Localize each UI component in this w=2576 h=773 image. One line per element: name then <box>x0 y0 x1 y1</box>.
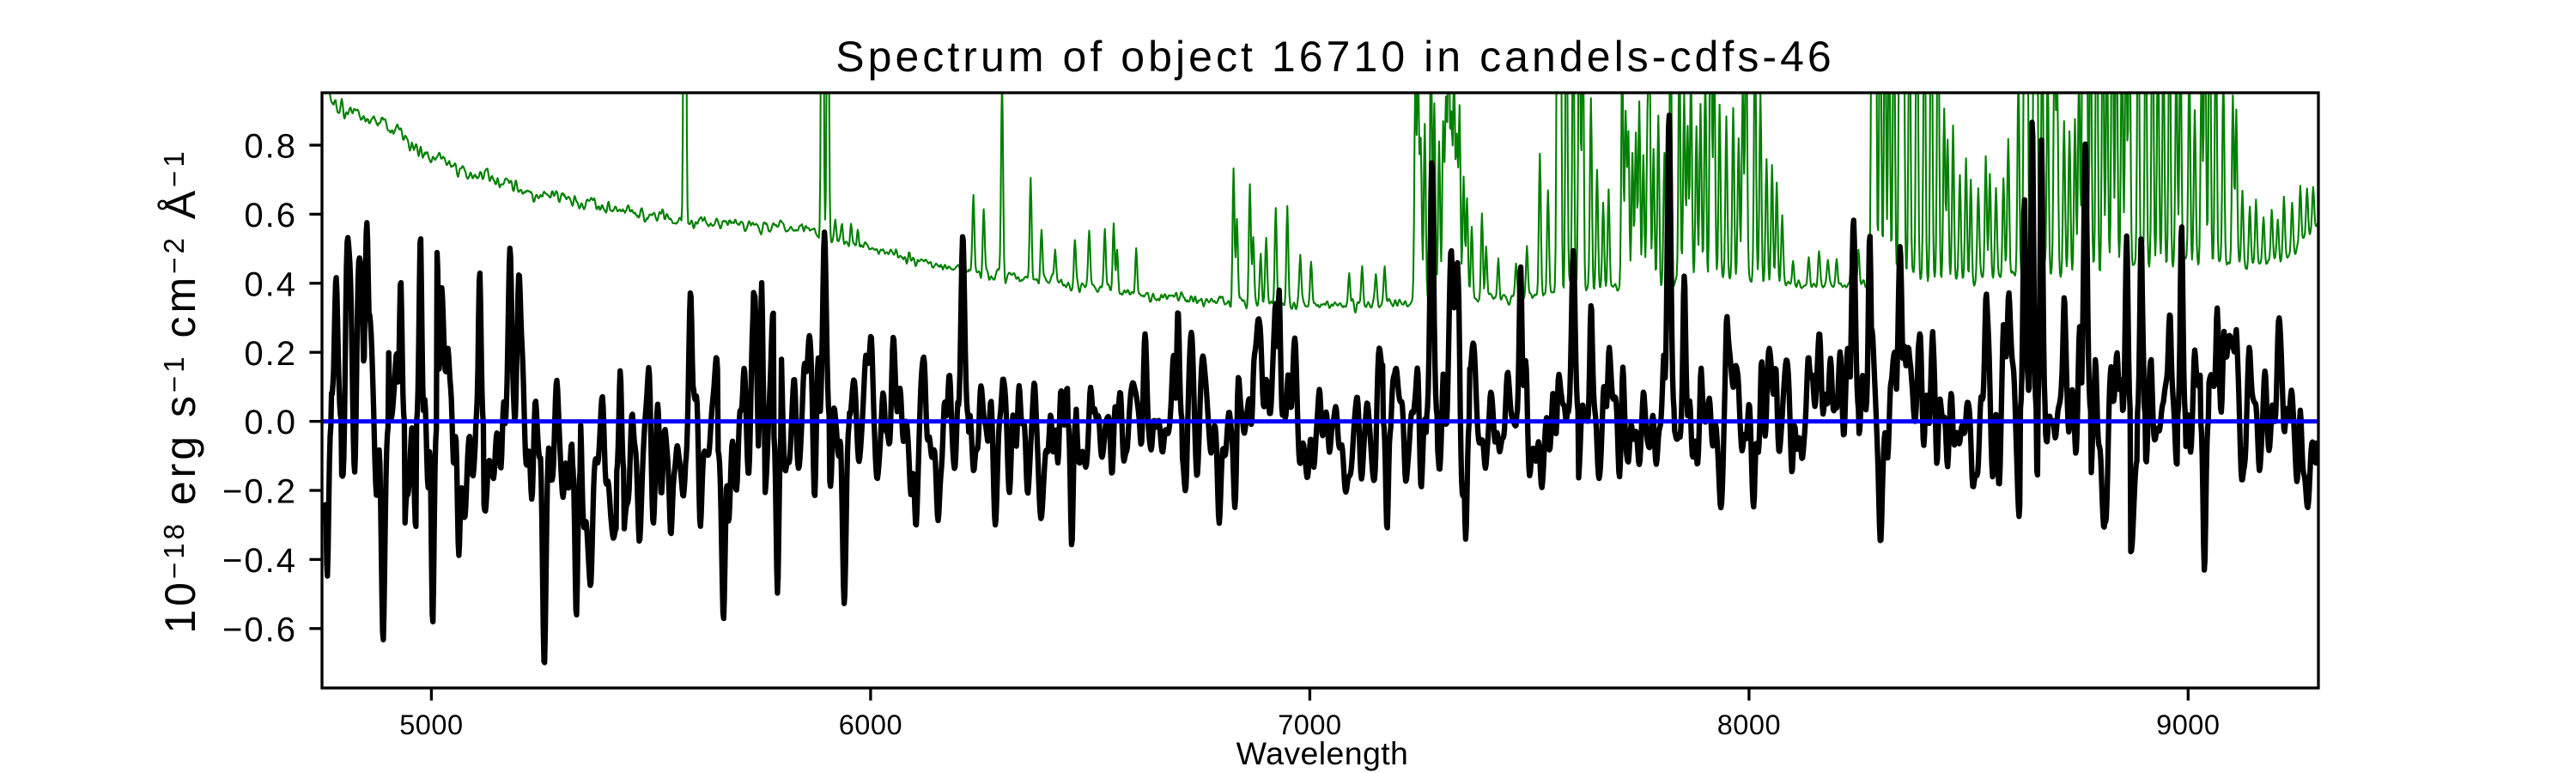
svg-text:10−18 erg s−1 cm−2 Å−1: 10−18 erg s−1 cm−2 Å−1 <box>156 148 204 633</box>
svg-text:8000: 8000 <box>1717 709 1781 740</box>
svg-text:−0.4: −0.4 <box>222 542 297 580</box>
svg-text:Wavelength: Wavelength <box>1236 735 1409 771</box>
svg-text:−0.2: −0.2 <box>222 473 297 511</box>
svg-text:0.2: 0.2 <box>244 335 297 373</box>
svg-text:0.4: 0.4 <box>244 265 297 303</box>
svg-text:9000: 9000 <box>2156 709 2220 740</box>
svg-text:0.8: 0.8 <box>244 128 297 166</box>
svg-text:−0.6: −0.6 <box>222 611 297 648</box>
svg-text:0.0: 0.0 <box>244 404 297 441</box>
svg-text:Spectrum of object 16710 in ca: Spectrum of object 16710 in candels-cdfs… <box>835 33 1835 81</box>
svg-text:5000: 5000 <box>399 709 463 740</box>
svg-text:7000: 7000 <box>1278 709 1341 740</box>
svg-text:0.6: 0.6 <box>244 197 297 234</box>
svg-text:6000: 6000 <box>839 709 902 740</box>
